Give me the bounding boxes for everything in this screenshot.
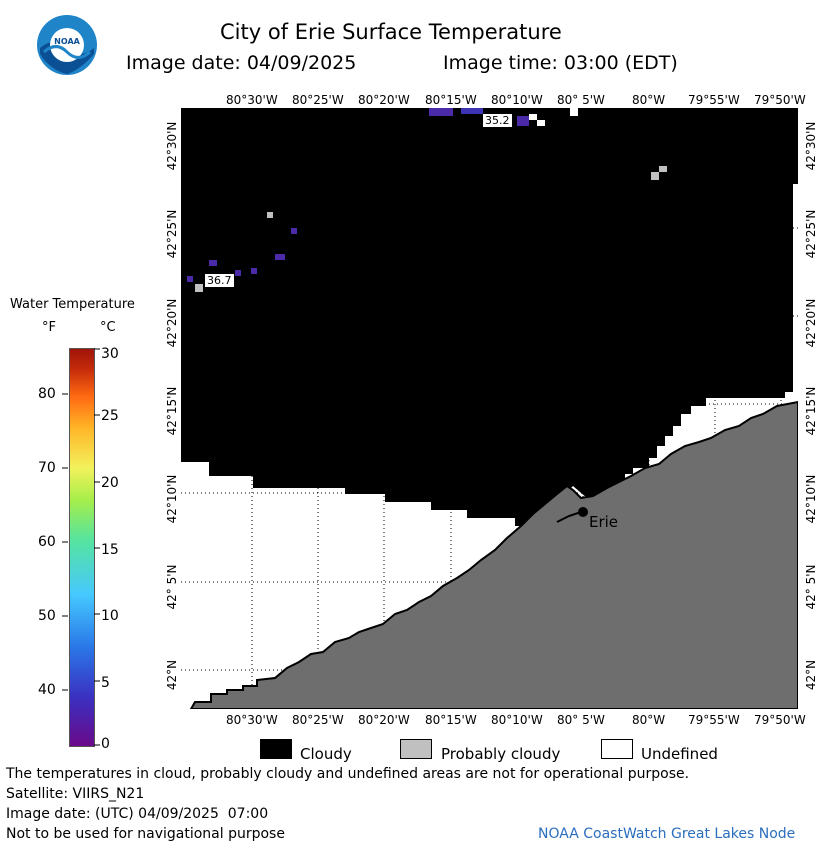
image-time: Image time: 03:00 (EDT) xyxy=(443,52,678,74)
sst-pixel xyxy=(537,120,545,126)
sst-pixel xyxy=(275,254,285,260)
lon-label: 80°15'W xyxy=(425,713,477,727)
sst-pixel xyxy=(251,268,257,274)
lat-label: 42°30'N xyxy=(804,121,818,171)
lat-label: 42°10'N xyxy=(165,474,179,524)
lat-label: 42°10'N xyxy=(804,474,818,524)
sst-pixel xyxy=(187,276,193,282)
credit-link[interactable]: NOAA CoastWatch Great Lakes Node xyxy=(538,826,796,842)
sst-pixel xyxy=(659,166,667,172)
sst-pixel xyxy=(267,212,273,218)
lon-label: 80°W xyxy=(632,93,666,107)
legend-swatch-probably-cloudy xyxy=(400,739,432,759)
lon-label: 80°30'W xyxy=(226,713,278,727)
sst-pixel xyxy=(517,116,529,126)
navigation-warning: Not to be used for navigational purpose xyxy=(6,826,285,842)
lon-label: 79°50'W xyxy=(754,713,806,727)
lat-label: 42°15'N xyxy=(804,386,818,436)
sst-pixel xyxy=(195,284,203,292)
colorbar-title: Water Temperature xyxy=(10,297,135,312)
colorbar-c-tick: 20 xyxy=(101,475,119,491)
lat-label: 42° 5'N xyxy=(804,564,818,610)
legend-swatch-cloudy xyxy=(260,739,292,759)
lat-label: 42° 5'N xyxy=(165,564,179,610)
image-date: Image date: 04/09/2025 xyxy=(126,52,357,74)
cloudy-region xyxy=(181,108,798,526)
lon-label: 80°20'W xyxy=(358,713,410,727)
colorbar-c-tick: 5 xyxy=(101,675,110,691)
lat-label: 42°20'N xyxy=(165,298,179,348)
colorbar-f-tick: 70 xyxy=(38,460,56,476)
sst-pixel xyxy=(291,228,297,234)
erie-city-marker xyxy=(578,507,588,517)
lat-label: 42°15'N xyxy=(165,386,179,436)
legend-swatch-undefined xyxy=(601,739,633,759)
map-svg xyxy=(181,108,799,710)
colorbar-unit-c: °C xyxy=(100,320,116,335)
sst-value-label: 36.7 xyxy=(205,274,234,287)
lon-label: 79°55'W xyxy=(688,93,740,107)
lon-label: 80°15'W xyxy=(425,93,477,107)
lon-label: 79°55'W xyxy=(688,713,740,727)
colorbar-c-tick: 25 xyxy=(101,408,119,424)
lat-label: 42°N xyxy=(165,659,179,691)
lon-label: 80°30'W xyxy=(226,93,278,107)
legend-label-undefined: Undefined xyxy=(641,745,718,763)
city-label: Erie xyxy=(589,513,619,531)
lat-label: 42°N xyxy=(804,659,818,691)
colorbar-tick-marks xyxy=(62,348,100,747)
colorbar-f-tick: 40 xyxy=(38,682,56,698)
map-area: 35.2 36.7 Erie xyxy=(181,108,799,710)
lat-label: 42°25'N xyxy=(165,209,179,259)
sst-pixel xyxy=(651,172,659,180)
lon-label: 79°50'W xyxy=(754,93,806,107)
sst-pixel xyxy=(529,114,537,120)
noaa-logo-text: NOAA xyxy=(54,37,80,46)
colorbar-f-tick: 50 xyxy=(38,608,56,624)
lat-label: 42°20'N xyxy=(804,298,818,348)
satellite-text: Satellite: VIIRS_N21 xyxy=(6,786,145,802)
sst-pixel xyxy=(235,270,241,276)
colorbar-c-tick: 10 xyxy=(101,608,119,624)
disclaimer-text: The temperatures in cloud, probably clou… xyxy=(6,766,690,782)
colorbar-c-tick: 30 xyxy=(101,346,119,362)
legend-label-cloudy: Cloudy xyxy=(300,745,352,763)
utc-date-text: Image date: (UTC) 04/09/2025 07:00 xyxy=(6,806,269,822)
lon-label: 80°25'W xyxy=(292,93,344,107)
sst-pixel xyxy=(570,108,578,116)
sst-value-label: 35.2 xyxy=(483,114,512,127)
presque-isle-outline xyxy=(556,511,582,523)
colorbar-f-tick: 60 xyxy=(38,534,56,550)
lon-label: 80°10'W xyxy=(491,93,543,107)
colorbar-gradient xyxy=(69,348,95,747)
lon-label: 80° 5'W xyxy=(557,713,605,727)
lon-label: 80°20'W xyxy=(358,93,410,107)
lat-label: 42°30'N xyxy=(165,121,179,171)
sst-pixel xyxy=(429,108,453,116)
colorbar-c-tick: 0 xyxy=(101,736,110,752)
noaa-logo: NOAA xyxy=(36,14,98,76)
lat-label: 42°25'N xyxy=(804,209,818,259)
colorbar-c-tick: 15 xyxy=(101,542,119,558)
lon-label: 80°10'W xyxy=(491,713,543,727)
sst-pixel xyxy=(209,260,217,266)
colorbar-unit-f: °F xyxy=(42,320,56,335)
sst-pixel xyxy=(461,108,483,114)
lon-label: 80°25'W xyxy=(292,713,344,727)
legend-label-probably-cloudy: Probably cloudy xyxy=(441,745,561,763)
colorbar-f-tick: 80 xyxy=(38,386,56,402)
lon-label: 80°W xyxy=(632,713,666,727)
land-region xyxy=(189,400,799,710)
page-title: City of Erie Surface Temperature xyxy=(220,20,562,44)
lon-label: 80° 5'W xyxy=(557,93,605,107)
